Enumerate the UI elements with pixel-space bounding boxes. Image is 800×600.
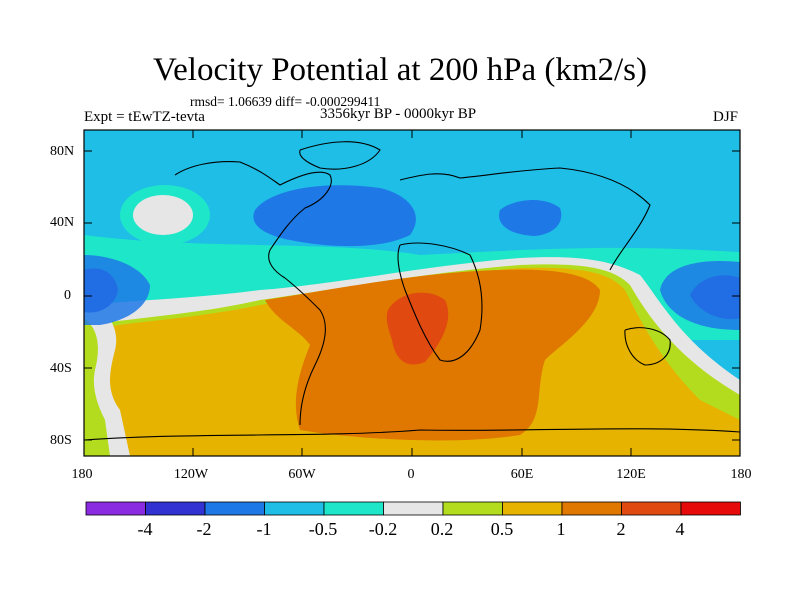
lon-label-180e: 180 — [730, 467, 752, 482]
blob-north-atlantic — [253, 185, 416, 247]
colorbar-label: 0.5 — [490, 519, 514, 539]
lat-label-80n: 80N — [50, 144, 75, 159]
colorbar-label: 2 — [616, 519, 626, 539]
colorbar-box — [323, 501, 384, 516]
stats-text: rmsd= 1.06639 diff= -0.000299411 — [190, 94, 381, 109]
colorbar-box — [561, 501, 622, 516]
colorbar-label: -0.2 — [368, 519, 398, 539]
colorbar-label: -2 — [196, 519, 212, 539]
band-green-west — [84, 318, 110, 456]
blob-white-pacific — [133, 195, 193, 235]
lon-label-180w: 180 — [71, 467, 93, 482]
period-label: 3356kyr BP - 0000kyr BP — [320, 106, 477, 122]
colorbar-box — [204, 501, 265, 516]
colorbar-box — [502, 501, 563, 516]
colorbar-box — [621, 501, 682, 516]
coast-south-america — [284, 277, 326, 426]
colorbar-label: 4 — [675, 519, 685, 539]
band-red-orange — [386, 292, 449, 365]
colorbar-label: -0.5 — [308, 519, 338, 539]
coastlines — [84, 141, 740, 441]
plot-title: Velocity Potential at 200 hPa (km2/s) — [152, 52, 648, 88]
colorbar-box — [442, 501, 503, 516]
coast-north-america — [174, 161, 332, 279]
coast-antarctica — [84, 428, 740, 441]
blob-asia — [499, 199, 562, 236]
colorbar-label: 0.2 — [430, 519, 454, 539]
lat-label-40s: 40S — [50, 361, 72, 376]
contour-field — [84, 130, 740, 456]
coast-greenland — [299, 141, 381, 170]
colorbar-label: 1 — [556, 519, 566, 539]
colorbar-box — [85, 501, 146, 516]
lon-label-60w: 60W — [288, 467, 316, 482]
lat-label-80s: 80S — [50, 433, 72, 448]
lon-label-0: 0 — [407, 467, 415, 482]
colorbar-label: -1 — [256, 519, 272, 539]
blob-blue-west — [84, 255, 150, 325]
colorbar-label: -4 — [137, 519, 153, 539]
experiment-label: Expt = tEwTZ-tevta — [84, 109, 205, 125]
coast-australia — [624, 327, 671, 366]
colorbar-box — [264, 501, 325, 516]
coast-eurasia — [399, 167, 651, 271]
season-label: DJF — [712, 109, 738, 125]
lon-label-60e: 60E — [510, 467, 534, 482]
colorbar-box — [383, 501, 444, 516]
band-orange — [265, 269, 600, 441]
lon-label-120e: 120E — [616, 467, 646, 482]
lat-label-40n: 40N — [50, 215, 75, 230]
coast-africa — [397, 242, 483, 362]
map-ticks — [84, 130, 740, 456]
lon-label-120w: 120W — [173, 467, 209, 482]
colorbar-box — [680, 501, 741, 516]
lat-label-0: 0 — [64, 288, 71, 303]
colorbar-box — [145, 501, 206, 516]
colorbar — [85, 501, 741, 516]
blob-blue-east — [660, 260, 740, 330]
